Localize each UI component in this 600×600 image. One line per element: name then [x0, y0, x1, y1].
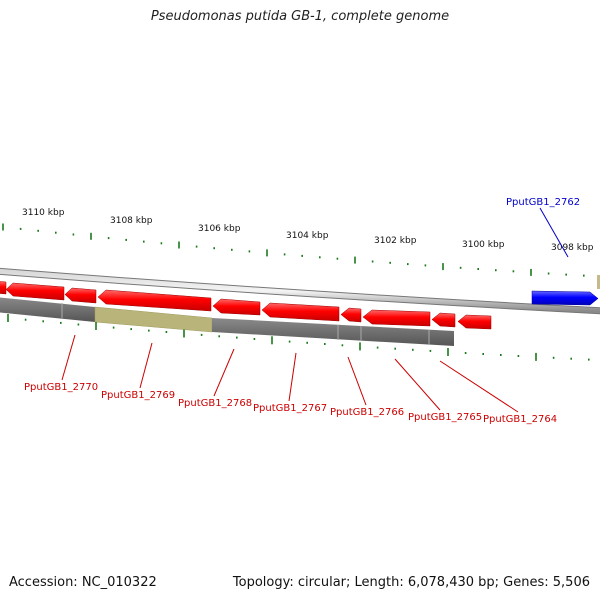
gene-arrow-reverse[interactable] [5, 282, 65, 301]
gene-arrow-reverse[interactable] [212, 298, 261, 316]
kbp-label: 3106 kbp [198, 224, 241, 234]
gene-arrow-forward[interactable] [531, 290, 599, 306]
genome-backbone [0, 268, 600, 314]
leader-line [394, 358, 441, 411]
gene-band-segment[interactable] [212, 318, 454, 346]
gene-label[interactable]: PputGB1_2770 [24, 382, 98, 393]
gene-band-segment[interactable] [0, 297, 95, 322]
gene-arrow-reverse[interactable] [97, 289, 212, 312]
leader-line [61, 334, 76, 381]
gene-label[interactable]: PputGB1_2766 [330, 407, 404, 418]
gene-arrow-reverse[interactable] [0, 281, 7, 295]
kbp-label: 3098 kbp [551, 243, 594, 253]
kbp-label: 3104 kbp [286, 231, 329, 241]
gene-label[interactable]: PputGB1_2768 [178, 398, 252, 409]
map-title: Pseudomonas putida GB-1, complete genome [150, 9, 450, 24]
leader-line [139, 342, 153, 389]
kbp-label: 3102 kbp [374, 236, 417, 246]
gene-arrow-reverse[interactable] [362, 309, 431, 327]
gene-label[interactable]: PputGB1_2767 [253, 403, 327, 414]
gene-arrow-reverse[interactable] [340, 307, 362, 323]
label-leaders [61, 207, 569, 413]
gene-arrow-reverse[interactable] [261, 302, 340, 322]
genome-summary: Topology: circular; Length: 6,078,430 bp… [232, 575, 590, 590]
gene-band-selected[interactable] [94, 306, 213, 333]
gene-band [0, 297, 454, 346]
leader-line [539, 207, 569, 258]
accession-info: Accession: NC_010322 [9, 575, 157, 590]
gene-label[interactable]: PputGB1_2765 [408, 412, 482, 423]
kbp-label: 3108 kbp [110, 216, 153, 226]
gene-label-highlight[interactable]: PputGB1_2762 [506, 197, 580, 208]
gene-arrow-reverse[interactable] [431, 312, 456, 328]
leader-line [288, 352, 297, 402]
kbp-label: 3100 kbp [462, 240, 505, 250]
leader-line [213, 348, 235, 397]
gene-label[interactable]: PputGB1_2764 [483, 414, 557, 425]
gene-labels: PputGB1_2762 PputGB1_2770 PputGB1_2769 P… [24, 197, 580, 425]
inner-tick-ring [7, 314, 590, 361]
feature-marker [597, 275, 600, 289]
gene-arrow-reverse[interactable] [64, 287, 97, 304]
leader-line [347, 356, 367, 406]
kbp-scale: 3110 kbp 3108 kbp 3106 kbp 3104 kbp 3102… [22, 208, 594, 253]
outer-tick-ring [2, 223, 585, 277]
reverse-genes [0, 281, 492, 330]
leader-line [439, 360, 519, 413]
gene-arrow-reverse[interactable] [457, 314, 492, 330]
kbp-label: 3110 kbp [22, 208, 65, 218]
gene-label[interactable]: PputGB1_2769 [101, 390, 175, 401]
